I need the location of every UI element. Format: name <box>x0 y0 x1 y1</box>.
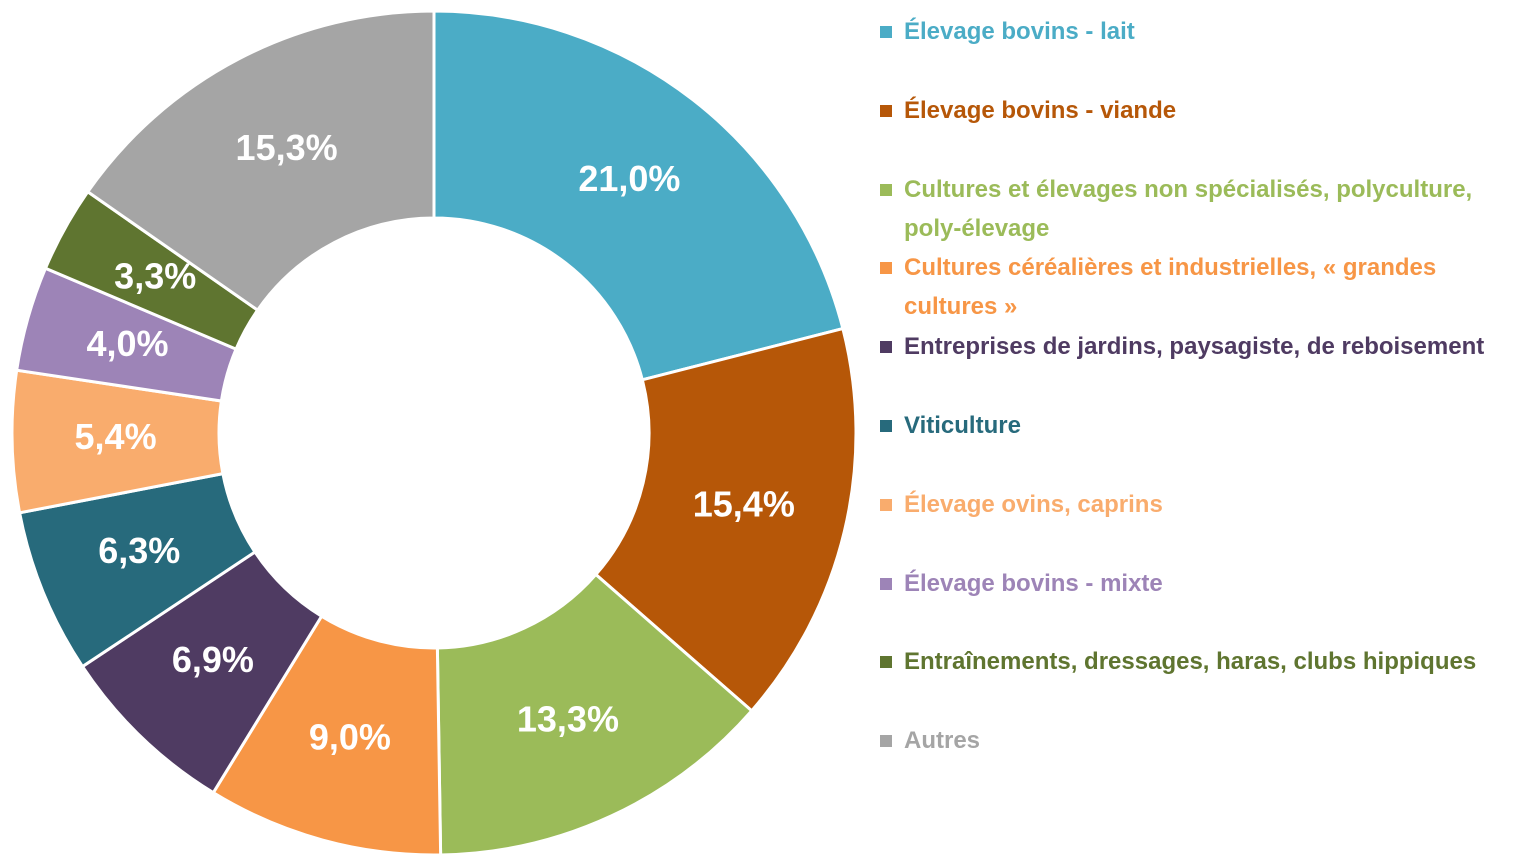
slice <box>435 572 754 854</box>
legend-entry: Entreprises de jardins, paysagiste, de r… <box>880 327 1516 406</box>
legend-label: Élevage bovins - viande <box>904 96 1177 124</box>
donut: 21,0% 15,4% 13,3% 9,0% 6,9% 6,3% 5,4% 4,0% 3,3% 1… <box>10 9 858 854</box>
legend-label: Entraînements, dressages, haras, clubs h… <box>904 648 1477 676</box>
legend-label: Cultures céréalières et industrielles, «… <box>904 254 1437 321</box>
legend-label: Élevage ovins, caprins <box>904 490 1163 518</box>
legend: Élevage bovins - lait Élevage bovins - vi… <box>880 12 1516 800</box>
data-label: 3,3% <box>114 255 196 296</box>
legend-swatch <box>880 183 892 196</box>
legend-label: Élevage bovins - mixte <box>904 569 1163 597</box>
legend-swatch <box>880 498 892 511</box>
legend-entry: Élevage bovins - mixte <box>880 564 1516 643</box>
legend-label: Autres <box>904 727 981 755</box>
legend-entry: Cultures et élevages non spécialisés, po… <box>880 170 1516 249</box>
legend-swatch <box>880 656 892 669</box>
data-label: 9,0% <box>309 717 391 758</box>
slice <box>85 9 436 313</box>
data-label: 6,3% <box>98 530 180 571</box>
legend-entry: Élevage bovins - lait <box>880 12 1516 91</box>
data-label: 6,9% <box>172 639 254 680</box>
slice <box>593 326 858 713</box>
legend-entry: Élevage ovins, caprins <box>880 485 1516 564</box>
legend-swatch <box>880 26 892 38</box>
data-label: 5,4% <box>75 416 157 457</box>
slice <box>432 9 845 382</box>
legend-entry: Entraînements, dressages, haras, clubs h… <box>880 642 1516 721</box>
legend-label: Cultures et élevages non spécialisés, po… <box>904 175 1473 242</box>
legend-swatch <box>880 419 892 432</box>
legend-entry: Cultures céréalières et industrielles, «… <box>880 248 1516 327</box>
legend-label: Entreprises de jardins, paysagiste, de r… <box>904 333 1485 361</box>
legend-swatch <box>880 341 892 354</box>
legend-entry: Élevage bovins - viande <box>880 91 1516 170</box>
legend-label: Élevage bovins - lait <box>904 18 1135 45</box>
legend-swatch <box>880 735 892 748</box>
data-label: 13,3% <box>517 698 619 739</box>
legend-swatch <box>880 577 892 590</box>
data-label: 15,4% <box>693 483 795 524</box>
data-label: 21,0% <box>578 158 680 199</box>
legend-swatch <box>880 262 892 275</box>
data-label: 15,3% <box>236 127 338 168</box>
data-label: 4,0% <box>86 323 168 364</box>
legend-label: Viticulture <box>904 411 1021 439</box>
legend-entry: Viticulture <box>880 406 1516 485</box>
legend-swatch <box>880 104 892 117</box>
legend-entry: Autres <box>880 721 1516 800</box>
